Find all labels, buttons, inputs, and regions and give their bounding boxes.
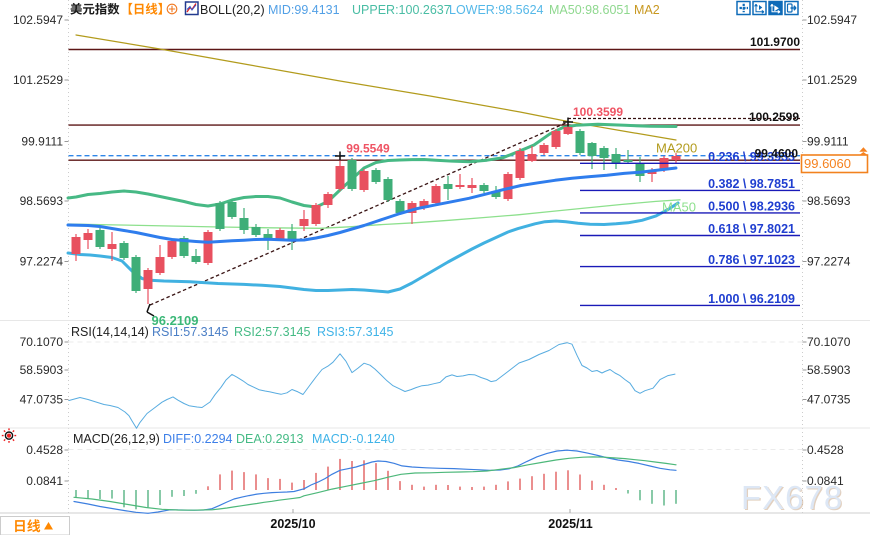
svg-text:102.5947: 102.5947 <box>13 13 63 27</box>
svg-text:97.2274: 97.2274 <box>20 255 64 269</box>
svg-text:99.5549: 99.5549 <box>346 142 390 156</box>
svg-text:0.0841: 0.0841 <box>807 474 844 488</box>
svg-text:0.0841: 0.0841 <box>26 474 63 488</box>
svg-text:RSI(14,14,14): RSI(14,14,14) <box>71 325 149 339</box>
svg-text:1.000 \ 96.2109: 1.000 \ 96.2109 <box>708 292 795 306</box>
svg-text:MID:99.4131: MID:99.4131 <box>268 3 340 17</box>
svg-text:99.9111: 99.9111 <box>807 135 849 149</box>
svg-text:MA200: MA200 <box>656 141 697 156</box>
svg-text:99.6060: 99.6060 <box>804 156 851 171</box>
svg-text:0.382 \ 98.7851: 0.382 \ 98.7851 <box>708 177 795 191</box>
svg-text:101.2529: 101.2529 <box>807 73 857 87</box>
svg-text:MACD(26,12,9): MACD(26,12,9) <box>73 432 160 446</box>
svg-text:MA50:98.6051: MA50:98.6051 <box>549 3 630 17</box>
svg-text:58.5903: 58.5903 <box>20 363 64 377</box>
svg-text:MACD:-0.1240: MACD:-0.1240 <box>312 432 395 446</box>
svg-text:99.9111: 99.9111 <box>21 135 63 149</box>
svg-text:98.5693: 98.5693 <box>20 194 64 208</box>
svg-text:RSI2:57.3145: RSI2:57.3145 <box>234 325 310 339</box>
svg-text:2025/11: 2025/11 <box>548 517 593 531</box>
svg-text:FX678: FX678 <box>742 480 844 517</box>
svg-text:58.5903: 58.5903 <box>807 363 851 377</box>
svg-text:0.786 \ 97.1023: 0.786 \ 97.1023 <box>708 253 795 267</box>
svg-text:2025/10: 2025/10 <box>270 517 315 531</box>
svg-text:100.3599: 100.3599 <box>573 105 623 119</box>
svg-text:0.4528: 0.4528 <box>26 443 63 457</box>
svg-text:100.2599: 100.2599 <box>749 110 799 124</box>
svg-text:LOWER:98.5624: LOWER:98.5624 <box>449 3 544 17</box>
svg-text:DIFF:0.2294: DIFF:0.2294 <box>163 432 233 446</box>
svg-text:BOLL(20,2): BOLL(20,2) <box>200 3 265 17</box>
svg-text:0.618 \ 97.8021: 0.618 \ 97.8021 <box>708 222 795 236</box>
svg-text:0.500 \ 98.2936: 0.500 \ 98.2936 <box>708 199 795 213</box>
svg-text:102.5947: 102.5947 <box>807 13 857 27</box>
svg-text:RSI3:57.3145: RSI3:57.3145 <box>317 325 393 339</box>
svg-text:47.0735: 47.0735 <box>807 393 851 407</box>
svg-text:98.5693: 98.5693 <box>807 194 851 208</box>
svg-text:96.2109: 96.2109 <box>152 313 199 328</box>
svg-text:0.4528: 0.4528 <box>807 443 844 457</box>
svg-text:FX678: FX678 <box>741 479 843 516</box>
svg-text:UPPER:100.2637: UPPER:100.2637 <box>352 3 451 17</box>
svg-text:47.0735: 47.0735 <box>20 393 64 407</box>
svg-text:MA2: MA2 <box>634 3 660 17</box>
svg-text:70.1070: 70.1070 <box>20 335 64 349</box>
svg-text:RSI1:57.3145: RSI1:57.3145 <box>152 325 228 339</box>
svg-text:DEA:0.2913: DEA:0.2913 <box>236 432 303 446</box>
svg-text:99.4600: 99.4600 <box>755 147 799 161</box>
svg-text:MA50: MA50 <box>662 200 696 215</box>
svg-text:0.236 \ 99.3933: 0.236 \ 99.3933 <box>708 150 795 164</box>
svg-text:97.2274: 97.2274 <box>807 255 851 269</box>
svg-text:101.2529: 101.2529 <box>13 73 63 87</box>
svg-text:70.1070: 70.1070 <box>807 335 851 349</box>
svg-text:101.9700: 101.9700 <box>750 35 800 49</box>
